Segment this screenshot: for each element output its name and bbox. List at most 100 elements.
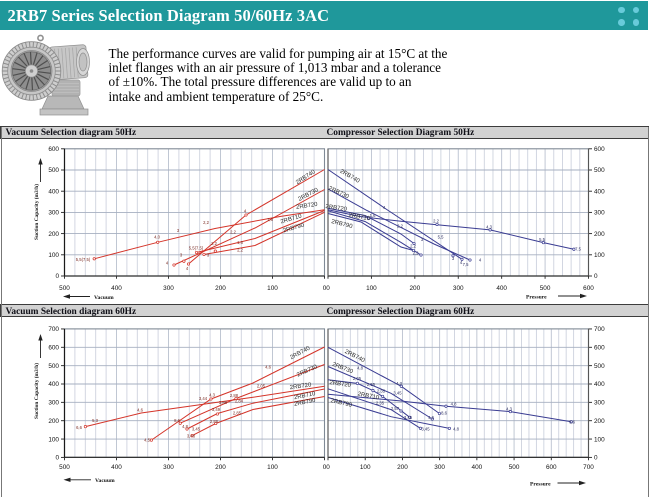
- svg-text:2RB790: 2RB790: [282, 222, 305, 234]
- svg-text:2,35: 2,35: [377, 389, 386, 394]
- svg-text:0: 0: [326, 285, 330, 292]
- svg-text:600: 600: [594, 345, 605, 352]
- svg-text:4: 4: [186, 266, 189, 271]
- svg-text:300: 300: [163, 464, 174, 471]
- svg-text:500: 500: [59, 285, 70, 292]
- svg-text:3,45: 3,45: [192, 427, 201, 432]
- svg-text:600: 600: [594, 146, 605, 153]
- svg-text:200: 200: [215, 285, 226, 292]
- svg-text:2,2: 2,2: [410, 243, 416, 248]
- svg-text:2RB720: 2RB720: [325, 204, 348, 213]
- svg-text:400: 400: [594, 381, 605, 388]
- svg-text:400: 400: [111, 464, 122, 471]
- svg-text:Vacuum: Vacuum: [94, 295, 114, 301]
- svg-text:0: 0: [323, 464, 327, 471]
- svg-text:1,6: 1,6: [370, 213, 376, 218]
- svg-text:500: 500: [594, 363, 605, 370]
- svg-text:2,2: 2,2: [397, 224, 403, 229]
- svg-text:400: 400: [496, 285, 507, 292]
- svg-text:300: 300: [48, 210, 59, 217]
- svg-text:4,8: 4,8: [451, 402, 457, 407]
- svg-text:200: 200: [594, 418, 605, 425]
- svg-text:200: 200: [397, 464, 408, 471]
- svg-text:4: 4: [479, 258, 482, 263]
- svg-text:2RB720: 2RB720: [329, 380, 352, 389]
- svg-text:2,88: 2,88: [230, 393, 239, 398]
- svg-text:200: 200: [594, 231, 605, 238]
- svg-text:3: 3: [452, 256, 455, 261]
- svg-text:4,5: 4,5: [144, 438, 150, 443]
- svg-text:3,49: 3,49: [212, 407, 221, 412]
- svg-text:4: 4: [460, 260, 463, 265]
- svg-text:700: 700: [594, 326, 605, 333]
- svg-text:1,6: 1,6: [237, 240, 243, 245]
- svg-text:100: 100: [594, 252, 605, 259]
- svg-text:100: 100: [360, 464, 371, 471]
- svg-text:2RB720: 2RB720: [290, 382, 313, 391]
- svg-text:100: 100: [48, 436, 59, 443]
- svg-text:2,2: 2,2: [230, 230, 236, 235]
- svg-text:5,5: 5,5: [539, 237, 545, 242]
- svg-text:3: 3: [177, 228, 180, 233]
- svg-text:200: 200: [48, 418, 59, 425]
- svg-text:1,6: 1,6: [267, 217, 273, 222]
- svg-text:2RB710: 2RB710: [294, 391, 317, 401]
- svg-text:4,3: 4,3: [506, 407, 512, 412]
- svg-text:2,2: 2,2: [237, 248, 243, 253]
- svg-text:3,45: 3,45: [421, 427, 430, 432]
- svg-text:2RB790: 2RB790: [330, 398, 353, 409]
- svg-text:4,8: 4,8: [182, 424, 188, 429]
- svg-text:100: 100: [267, 464, 278, 471]
- svg-text:2,35: 2,35: [376, 401, 385, 406]
- svg-text:2,2: 2,2: [211, 241, 217, 246]
- svg-text:5,5(7,5): 5,5(7,5): [189, 246, 204, 251]
- svg-text:4,0: 4,0: [154, 234, 160, 239]
- svg-text:2RB710: 2RB710: [348, 213, 371, 223]
- svg-text:0: 0: [594, 273, 598, 280]
- svg-text:100: 100: [48, 252, 59, 259]
- svg-text:5,5: 5,5: [438, 235, 444, 240]
- svg-text:6,6: 6,6: [569, 420, 575, 425]
- svg-text:400: 400: [48, 188, 59, 195]
- svg-text:2,2: 2,2: [433, 219, 439, 224]
- svg-text:3,88: 3,88: [219, 400, 228, 405]
- svg-text:2RB710: 2RB710: [357, 392, 380, 402]
- svg-text:6,6: 6,6: [76, 425, 82, 430]
- svg-text:200: 200: [48, 231, 59, 238]
- svg-text:400: 400: [48, 381, 59, 388]
- svg-text:300: 300: [163, 285, 174, 292]
- svg-text:2,57: 2,57: [391, 406, 400, 411]
- svg-text:700: 700: [583, 464, 594, 471]
- svg-text:2RB710: 2RB710: [280, 213, 303, 225]
- svg-text:700: 700: [48, 326, 59, 333]
- svg-text:3,45: 3,45: [393, 391, 402, 396]
- svg-text:3,45: 3,45: [404, 415, 413, 420]
- svg-text:2,85: 2,85: [233, 411, 242, 416]
- svg-text:4,3: 4,3: [396, 381, 402, 386]
- svg-text:500: 500: [48, 363, 59, 370]
- svg-text:4: 4: [166, 261, 169, 266]
- svg-text:600: 600: [48, 345, 59, 352]
- svg-text:500: 500: [59, 464, 70, 471]
- svg-text:2RB790: 2RB790: [330, 219, 353, 230]
- svg-text:8,6: 8,6: [441, 411, 447, 416]
- svg-text:0: 0: [326, 464, 330, 471]
- svg-text:600: 600: [48, 146, 59, 153]
- svg-text:500: 500: [540, 285, 551, 292]
- svg-text:2RB790: 2RB790: [294, 398, 317, 408]
- svg-text:Suction Capacity (m3/h): Suction Capacity (m3/h): [33, 184, 40, 240]
- svg-text:500: 500: [594, 167, 605, 174]
- svg-text:4,3: 4,3: [486, 225, 492, 230]
- svg-text:2,05: 2,05: [257, 384, 266, 389]
- svg-text:3,44: 3,44: [199, 396, 208, 401]
- svg-text:600: 600: [583, 285, 594, 292]
- svg-text:500: 500: [48, 167, 59, 174]
- svg-text:0: 0: [55, 455, 59, 462]
- svg-text:2,2: 2,2: [203, 220, 209, 225]
- svg-text:3,48: 3,48: [187, 434, 196, 439]
- svg-text:2,84: 2,84: [235, 399, 244, 404]
- svg-text:4,6: 4,6: [428, 415, 434, 420]
- svg-text:5,5(7,5): 5,5(7,5): [76, 257, 91, 262]
- svg-text:7,5: 7,5: [575, 247, 581, 252]
- svg-text:300: 300: [594, 210, 605, 217]
